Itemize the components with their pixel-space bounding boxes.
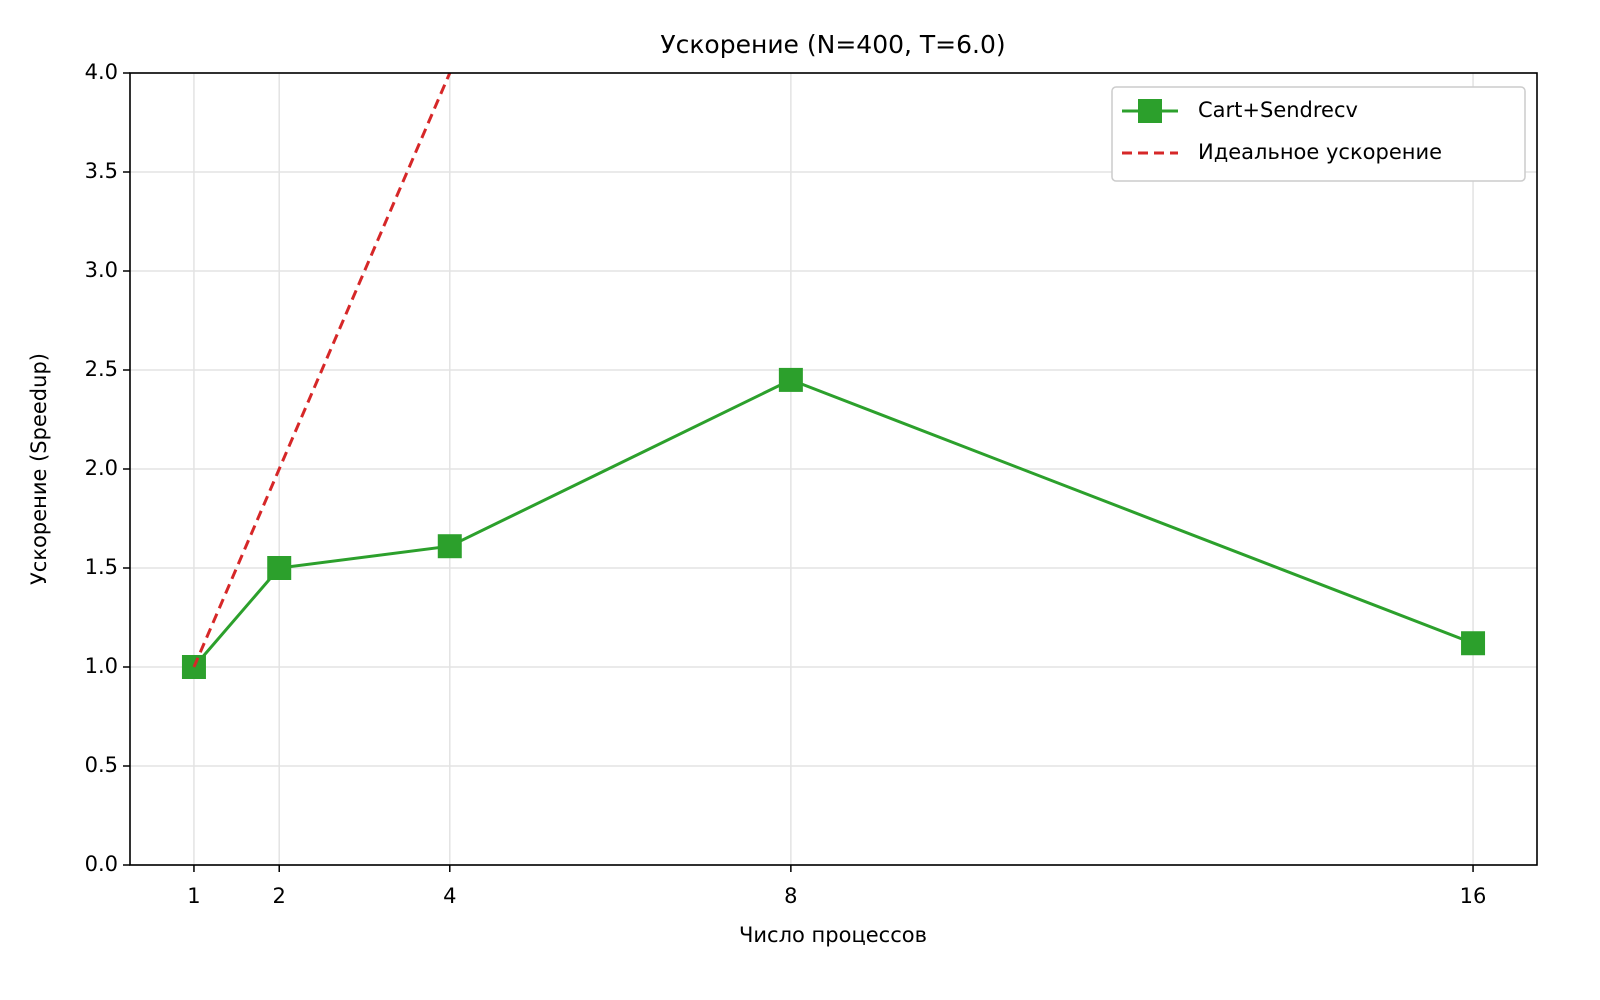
y-tick-label: 2.5 xyxy=(85,357,118,381)
x-tick-label: 4 xyxy=(443,884,456,908)
x-tick-label: 1 xyxy=(187,884,200,908)
legend-label: Идеальное ускорение xyxy=(1198,140,1442,164)
marker xyxy=(1461,631,1486,656)
y-tick-label: 1.5 xyxy=(85,555,118,579)
x-tick-label: 2 xyxy=(273,884,286,908)
legend-label: Cart+Sendrecv xyxy=(1198,98,1358,122)
y-tick-label: 4.0 xyxy=(85,60,118,84)
plot-area xyxy=(181,73,1486,679)
y-tick-label: 3.5 xyxy=(85,159,118,183)
y-tick-label: 3.0 xyxy=(85,258,118,282)
ticks: 0.0 0.5 1.0 1.5 2.0 2.5 3.0 3.5 4.0 1 2 4 8 16 xyxy=(85,60,1487,908)
y-axis-label: Ускорение (Speedup) xyxy=(27,353,51,585)
marker xyxy=(437,534,462,559)
x-tick-label: 16 xyxy=(1460,884,1487,908)
y-tick-label: 2.0 xyxy=(85,456,118,480)
legend: Cart+Sendrecv Идеальное ускорение xyxy=(1111,86,1526,182)
x-tick-label: 8 xyxy=(784,884,797,908)
y-tick-label: 0.0 xyxy=(85,852,118,876)
legend-marker xyxy=(1138,99,1162,123)
chart-title: Ускорение (N=400, T=6.0) xyxy=(660,30,1005,59)
x-axis-label: Число процессов xyxy=(739,923,927,947)
y-tick-label: 1.0 xyxy=(85,654,118,678)
y-tick-label: 0.5 xyxy=(85,753,118,777)
marker xyxy=(267,556,292,580)
marker xyxy=(778,367,803,392)
legend-box xyxy=(1111,86,1526,182)
